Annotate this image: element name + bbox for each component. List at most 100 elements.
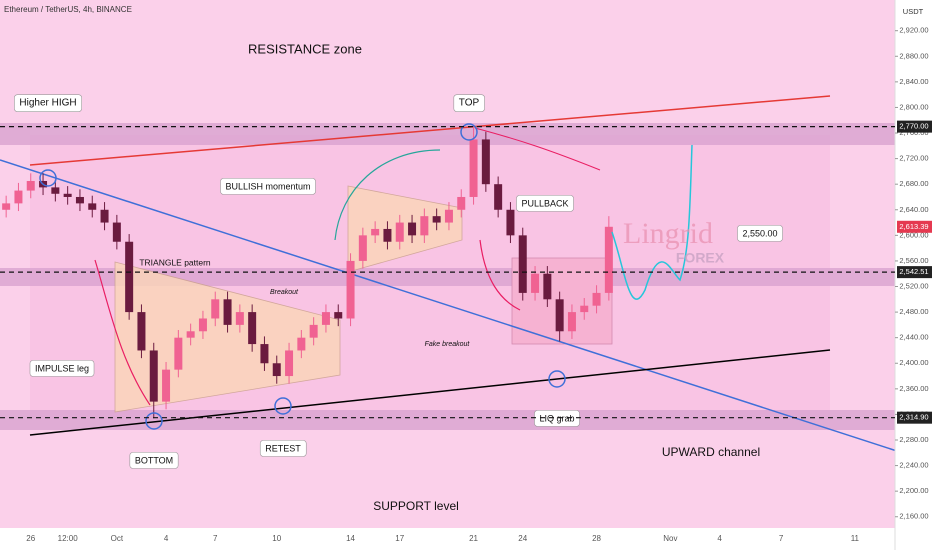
candle-body xyxy=(2,203,11,210)
candle-body xyxy=(223,299,232,325)
x-tick-label: 28 xyxy=(592,534,601,543)
candle-body xyxy=(420,216,429,236)
y-tick-label: 2,480.00 xyxy=(899,307,928,316)
annotation-box xyxy=(516,195,574,212)
candle-body xyxy=(297,337,306,351)
x-tick-label: 4 xyxy=(717,534,722,543)
x-tick-label: 24 xyxy=(518,534,527,543)
y-tick-label: 2,720.00 xyxy=(899,154,928,163)
y-tick-label: 2,640.00 xyxy=(899,205,928,214)
candle-body xyxy=(51,187,60,194)
y-tick-label: 2,200.00 xyxy=(899,486,928,495)
candle-body xyxy=(162,369,171,402)
annotation-box xyxy=(14,94,82,112)
x-tick-label: 14 xyxy=(346,534,355,543)
circles xyxy=(39,123,566,430)
annotations: RESISTANCE zone Higher HIGH TOP BULLISH mom… xyxy=(14,41,783,513)
x-tick-label: Nov xyxy=(663,534,677,543)
y-unit: USDT xyxy=(903,7,924,16)
annotation: UPWARD channel xyxy=(662,445,760,459)
candle-body xyxy=(518,235,527,293)
y-tick-label: 2,600.00 xyxy=(899,230,928,239)
y-tick-label: 2,920.00 xyxy=(899,26,928,35)
candle-body xyxy=(592,292,601,306)
annotation: LIQ grab xyxy=(539,413,574,423)
candle-body xyxy=(457,196,466,210)
y-tick-label: 2,440.00 xyxy=(899,333,928,342)
level-tag-label: 2,613.39 xyxy=(899,222,928,231)
x-tick-label: 10 xyxy=(272,534,281,543)
mid-band xyxy=(0,268,895,286)
channel-line xyxy=(29,349,831,436)
y-tick-label: 2,840.00 xyxy=(899,77,928,86)
candle-body xyxy=(198,318,207,332)
x-tick-label: 12:00 xyxy=(58,534,79,543)
resistance-band xyxy=(0,123,895,145)
x-tick-label: 21 xyxy=(469,534,478,543)
candle-body xyxy=(321,312,330,325)
candle-body xyxy=(285,350,294,377)
impulse-arrow xyxy=(94,259,151,406)
annotation: Breakout xyxy=(270,289,299,296)
candle-body xyxy=(26,180,35,191)
candle-body xyxy=(334,312,343,319)
pullback-arrow xyxy=(479,239,521,311)
annotation: BOTTOM xyxy=(135,455,173,465)
candle-body xyxy=(371,228,380,236)
candle-body xyxy=(137,312,146,351)
projection-path xyxy=(611,144,693,300)
annotation: BULLISH momentum xyxy=(225,181,310,191)
flag-shape xyxy=(347,185,463,273)
level-tag-label: 2,314.90 xyxy=(899,413,928,422)
annotation-box xyxy=(129,452,179,469)
annotation: Higher HIGH xyxy=(19,98,76,109)
candle-body xyxy=(408,222,417,236)
candle-body xyxy=(494,184,503,210)
level-tag xyxy=(897,266,932,279)
annotation: TOP xyxy=(459,98,480,109)
candle-body xyxy=(469,139,478,197)
y-tick-label: 2,520.00 xyxy=(899,281,928,290)
annotation-box xyxy=(534,410,580,427)
resistance-line xyxy=(29,95,831,166)
level-tag xyxy=(897,120,932,133)
candle-body xyxy=(432,216,441,223)
annotation: 2,550.00 xyxy=(742,228,777,238)
x-tick-label: 17 xyxy=(395,534,404,543)
annotation-box xyxy=(737,225,783,242)
candle-body xyxy=(444,209,453,223)
candle-body xyxy=(112,222,121,242)
candle-body xyxy=(88,203,97,210)
annotation: PULLBACK xyxy=(521,198,568,208)
bullish-arrow xyxy=(334,149,441,241)
annotation: TRIANGLE pattern xyxy=(139,257,211,267)
annotation-box xyxy=(259,440,307,457)
top-arrow xyxy=(474,127,601,171)
y-tick-label: 2,560.00 xyxy=(899,256,928,265)
y-tick-label: 2,680.00 xyxy=(899,179,928,188)
annotation-box xyxy=(453,94,485,112)
support-band xyxy=(0,410,895,430)
candle-body xyxy=(272,363,281,377)
annotation-box xyxy=(29,360,95,377)
candle-body xyxy=(481,139,490,185)
candle-body xyxy=(235,312,244,325)
trend-line xyxy=(0,159,901,453)
watermark: Lingrid xyxy=(623,217,713,250)
x-tick-label: 4 xyxy=(164,534,169,543)
annotation-box xyxy=(220,178,316,195)
level-tag-label: 2,770.00 xyxy=(899,122,928,131)
candle-body xyxy=(604,226,613,293)
candle-body xyxy=(309,324,318,338)
x-tick-label: 11 xyxy=(851,534,860,543)
level-tag xyxy=(897,220,932,233)
candle-body xyxy=(506,209,515,236)
y-tick-label: 2,360.00 xyxy=(899,384,928,393)
y-tick-label: 2,880.00 xyxy=(899,51,928,60)
y-tick-label: 2,280.00 xyxy=(899,435,928,444)
triangle-shape xyxy=(114,261,341,413)
candle-body xyxy=(358,235,367,261)
x-tick-label: Oct xyxy=(111,534,124,543)
chart-title: Ethereum / TetherUS, 4h, BINANCE xyxy=(4,5,132,14)
